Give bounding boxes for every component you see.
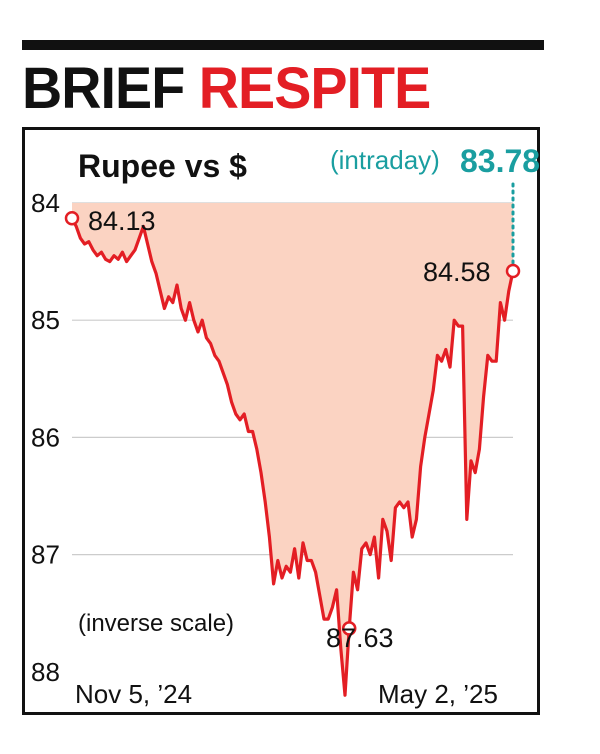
- chart-subtitle: Rupee vs $: [78, 148, 247, 184]
- headline-word-brief: BRIEF: [22, 56, 185, 121]
- low-point-marker: [341, 621, 357, 636]
- intraday-label: (intraday): [330, 145, 440, 175]
- headline: BRIEF RESPITE: [22, 54, 431, 124]
- y-tick-label: 84: [31, 188, 60, 218]
- y-tick-label: 87: [31, 540, 60, 570]
- intraday-value: 83.78: [460, 143, 540, 179]
- x-label-start: Nov 5, ’24: [75, 679, 192, 709]
- end-value-label: 84.58: [423, 257, 491, 287]
- area-fill: [72, 203, 513, 696]
- end-point-marker: [505, 263, 521, 279]
- y-tick-label: 85: [31, 305, 60, 335]
- y-tick-labels: 84 85 86 87 88: [31, 188, 60, 687]
- series-line: [70, 216, 515, 697]
- start-point-marker: [64, 210, 80, 226]
- inverse-scale-note: (inverse scale): [78, 610, 234, 637]
- start-value-label: 84.13: [88, 206, 156, 236]
- y-tick-label: 88: [31, 657, 60, 687]
- top-rule: [22, 40, 544, 50]
- headline-word-respite: RESPITE: [198, 56, 431, 121]
- y-tick-label: 86: [31, 422, 60, 452]
- x-label-end: May 2, ’25: [378, 679, 498, 709]
- low-value-label: 87.63: [326, 623, 394, 653]
